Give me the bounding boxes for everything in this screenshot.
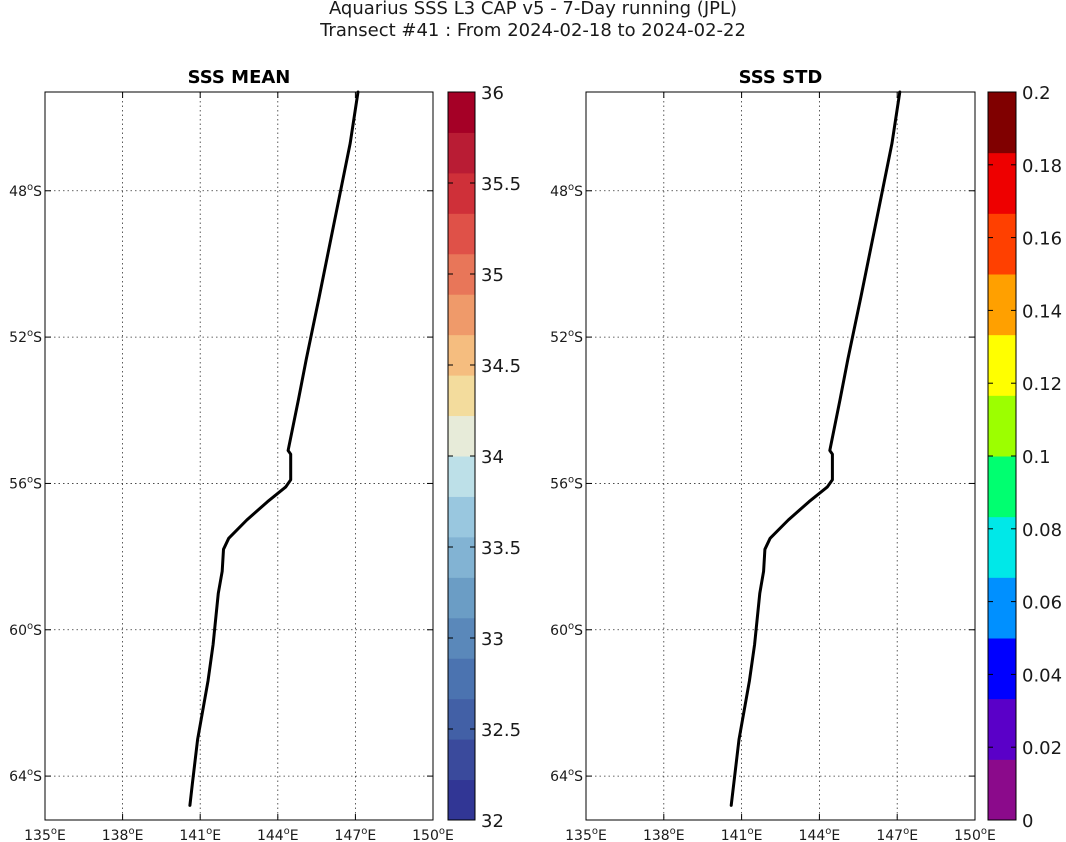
- y-tick-label: 64oS: [550, 767, 583, 785]
- colorbar-tick-label: 0.2: [1022, 83, 1051, 104]
- chart-panel-2: 135oE 138oE 141oE 144oE 147oE 150oE 48oS 52oS 56…: [550, 67, 1062, 842]
- colorbar-segment: [448, 92, 475, 133]
- colorbar-tick-label: 0.14: [1022, 301, 1062, 322]
- colorbar-tick-label: 34.5: [481, 356, 521, 377]
- figure-title-line2: Transect #41 : From 2024-02-18 to 2024-0…: [320, 20, 746, 41]
- colorbar-segment: [448, 213, 475, 255]
- y-tick-label: 60oS: [9, 621, 42, 639]
- colorbar-segment: [448, 456, 475, 497]
- x-tick-label: 150oE: [412, 826, 454, 842]
- y-tick-label: 56oS: [550, 474, 583, 492]
- x-tick-label: 135oE: [565, 826, 607, 842]
- colorbar-tick-label: 0.08: [1022, 520, 1062, 541]
- colorbar-segment: [448, 496, 475, 538]
- colorbar-tick-label: 0.06: [1022, 593, 1062, 614]
- colorbar-segment: [988, 395, 1016, 457]
- colorbar-segment: [988, 274, 1016, 336]
- series-line: [729, 90, 902, 807]
- x-tick-label: 138oE: [643, 826, 685, 842]
- colorbar-segment: [988, 456, 1016, 518]
- colorbar-segment: [988, 638, 1016, 700]
- x-tick-label: 138oE: [102, 826, 144, 842]
- colorbar-segment: [448, 172, 475, 214]
- panel-title: SSS MEAN: [188, 67, 291, 88]
- y-tick-label: 48oS: [550, 182, 583, 200]
- figure-title-line1: Aquarius SSS L3 CAP v5 - 7-Day running (…: [328, 0, 738, 19]
- x-tick-label: 144oE: [257, 826, 299, 842]
- colorbar-segment: [988, 213, 1016, 275]
- colorbar-tick-label: 33: [481, 629, 504, 650]
- y-tick-label: 48oS: [9, 182, 42, 200]
- colorbar-segment: [448, 334, 475, 376]
- plot-area: [45, 92, 433, 820]
- series-line: [188, 90, 360, 807]
- colorbar-segment: [448, 375, 475, 417]
- x-tick-label: 147oE: [876, 826, 918, 842]
- x-tick-label: 141oE: [721, 826, 763, 842]
- colorbar-segment: [448, 698, 475, 740]
- colorbar-segment: [988, 577, 1016, 639]
- colorbar-segment: [448, 739, 475, 781]
- colorbar-segment: [988, 152, 1016, 214]
- y-tick-label: 52oS: [550, 328, 583, 346]
- x-tick-label: 147oE: [335, 826, 377, 842]
- axes-frame: [44, 91, 434, 821]
- colorbar-tick-label: 0.18: [1022, 156, 1062, 177]
- colorbar-segment: [448, 577, 475, 619]
- y-tick-label: 56oS: [9, 474, 42, 492]
- colorbar-segment: [448, 132, 475, 174]
- colorbar-tick-label: 36: [481, 83, 504, 104]
- x-tick-label: 150oE: [954, 826, 996, 842]
- colorbar-segment: [988, 516, 1016, 578]
- colorbar-segment: [988, 92, 1016, 154]
- colorbar-tick-label: 0.04: [1022, 665, 1062, 686]
- x-tick-label: 135oE: [24, 826, 66, 842]
- y-tick-label: 64oS: [9, 767, 42, 785]
- colorbar-tick-label: 35: [481, 265, 504, 286]
- y-tick-label: 60oS: [550, 621, 583, 639]
- colorbar-tick-label: 32.5: [481, 720, 521, 741]
- colorbar-segment: [448, 536, 475, 578]
- colorbar-segment: [448, 415, 475, 457]
- plot-area: [586, 92, 975, 820]
- colorbar-tick-label: 0.12: [1022, 374, 1062, 395]
- chart-panel-1: 135oE 138oE 141oE 144oE 147oE 150oE 48oS 52oS 56…: [9, 67, 521, 842]
- colorbar-tick-label: 35.5: [481, 174, 521, 195]
- colorbar-tick-label: 0: [1022, 811, 1033, 832]
- colorbar-tick-label: 0.02: [1022, 738, 1062, 759]
- x-tick-label: 141oE: [179, 826, 221, 842]
- colorbar-tick-label: 34: [481, 447, 504, 468]
- colorbar-segment: [448, 658, 475, 700]
- colorbar-segment: [988, 698, 1016, 760]
- colorbar-segment: [988, 334, 1016, 396]
- y-tick-label: 52oS: [9, 328, 42, 346]
- x-tick-label: 144oE: [799, 826, 841, 842]
- colorbar-tick-label: 32: [481, 811, 504, 832]
- colorbar-tick-label: 0.1: [1022, 447, 1051, 468]
- panel-title: SSS STD: [739, 67, 823, 88]
- colorbar-segment: [988, 759, 1016, 821]
- colorbar-tick-label: 0.16: [1022, 229, 1062, 250]
- colorbar-tick-label: 33.5: [481, 538, 521, 559]
- colorbar-segment: [448, 779, 475, 821]
- axes-frame: [585, 91, 976, 821]
- colorbar-segment: [448, 294, 475, 336]
